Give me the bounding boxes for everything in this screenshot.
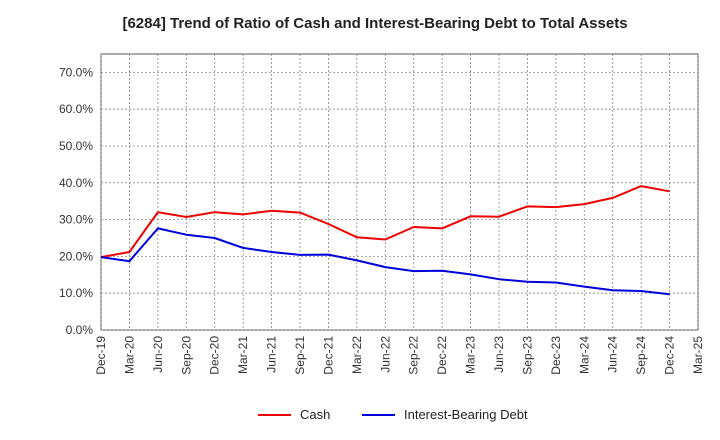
x-tick-label: Jun-23	[492, 336, 506, 373]
x-tick-label: Dec-19	[94, 336, 108, 375]
x-tick-label: Dec-23	[549, 336, 563, 375]
x-tick-label: Dec-20	[208, 336, 222, 375]
y-tick-label: 40.0%	[59, 176, 93, 190]
x-axis: Dec-19 Mar-20 Jun-20 Sep-20 Dec-20 Mar-21 Jun-…	[94, 336, 705, 375]
x-tick-label: Sep-22	[407, 336, 421, 375]
series-line-1	[100, 227, 670, 296]
x-tick-label: Jun-24	[606, 336, 620, 373]
x-tick-label: Sep-20	[179, 336, 193, 375]
x-tick-label: Mar-24	[577, 336, 591, 374]
x-tick-label: Sep-24	[634, 336, 648, 375]
grid	[100, 54, 699, 331]
y-tick-label: 60.0%	[59, 102, 93, 116]
x-tick-label: Mar-23	[464, 336, 478, 374]
x-tick-label: Mar-25	[691, 336, 705, 374]
legend-label-1: Interest-Bearing Debt	[404, 407, 528, 422]
legend-label-0: Cash	[300, 407, 330, 422]
y-axis: 0.0% 10.0% 20.0% 30.0% 40.0% 50.0% 60.0% 70.0%	[59, 65, 93, 337]
series-line-0	[100, 185, 670, 259]
x-tick-label: Mar-20	[122, 336, 136, 374]
x-tick-label: Sep-23	[520, 336, 534, 375]
series-lines	[100, 185, 670, 296]
x-tick-label: Jun-22	[378, 336, 392, 373]
y-tick-label: 10.0%	[59, 286, 93, 300]
y-tick-label: 0.0%	[66, 323, 94, 337]
legend: Cash Interest-Bearing Debt	[258, 407, 528, 422]
y-tick-label: 50.0%	[59, 139, 93, 153]
y-tick-label: 70.0%	[59, 65, 93, 79]
x-tick-label: Dec-24	[663, 336, 677, 375]
x-tick-label: Mar-22	[350, 336, 364, 374]
x-tick-label: Jun-21	[265, 336, 279, 373]
chart-title: [6284] Trend of Ratio of Cash and Intere…	[122, 15, 627, 32]
x-tick-label: Dec-22	[435, 336, 449, 375]
x-tick-label: Jun-20	[151, 336, 165, 373]
x-tick-label: Mar-21	[236, 336, 250, 374]
y-tick-label: 30.0%	[59, 213, 93, 227]
plot-area	[100, 53, 699, 331]
x-tick-label: Sep-21	[293, 336, 307, 375]
y-tick-label: 20.0%	[59, 249, 93, 263]
x-tick-label: Dec-21	[321, 336, 335, 375]
